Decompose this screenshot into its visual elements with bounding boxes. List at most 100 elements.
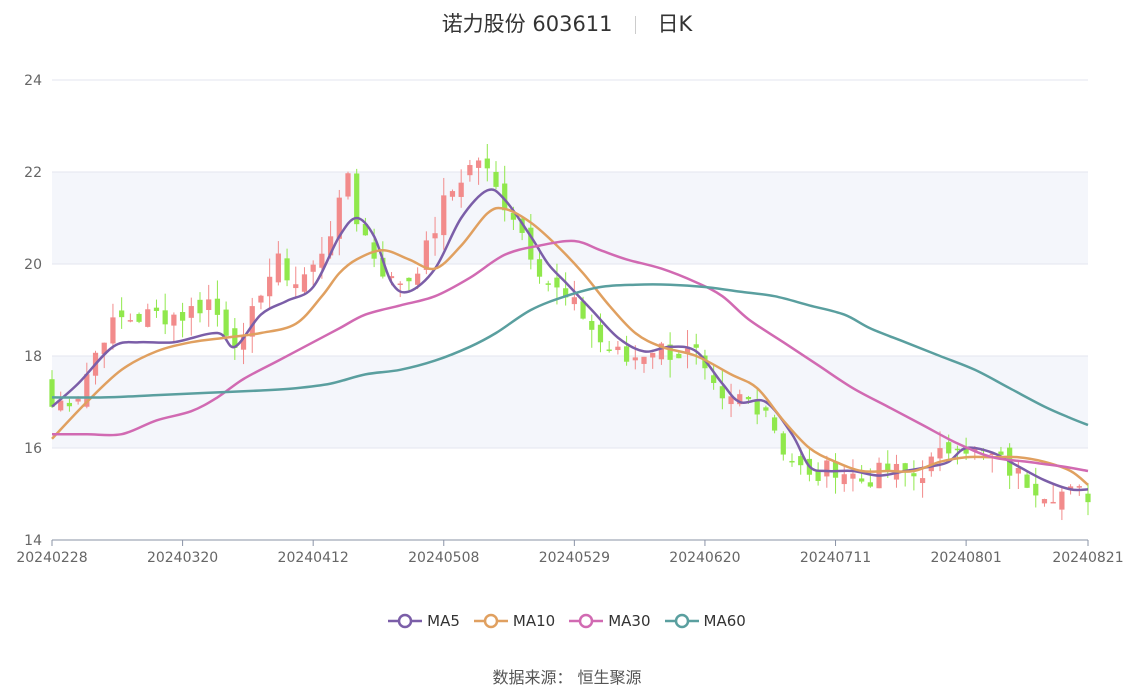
- candle-body: [327, 236, 334, 256]
- candle-body: [902, 463, 908, 473]
- candle-body: [493, 171, 499, 187]
- candle-body: [249, 306, 255, 337]
- candle-body: [510, 212, 517, 220]
- candle-body: [597, 324, 604, 343]
- candle-body: [188, 306, 194, 318]
- candle-body: [127, 320, 133, 322]
- candle-body: [737, 394, 743, 405]
- candle-body: [319, 253, 325, 268]
- candle-body: [815, 470, 821, 481]
- candle-body: [380, 257, 386, 277]
- candle-body: [1033, 483, 1039, 496]
- candle-body: [179, 312, 186, 321]
- candle-body: [963, 448, 969, 454]
- candle-body: [919, 478, 926, 484]
- candle-body: [354, 173, 360, 225]
- candle-body: [719, 386, 725, 399]
- x-tick-label: 20240320: [147, 550, 218, 566]
- candle-body: [650, 352, 656, 358]
- legend-label: MA5: [427, 612, 460, 630]
- candle-body: [859, 478, 865, 482]
- legend-label: MA10: [512, 612, 556, 630]
- candle-body: [1067, 486, 1074, 490]
- candle-body: [206, 299, 212, 311]
- candle-body: [763, 407, 769, 411]
- candle-body: [528, 227, 534, 260]
- candle-body: [658, 343, 665, 360]
- legend-label: MA30: [608, 612, 651, 630]
- candle-body: [728, 396, 734, 405]
- stock-name: 诺力股份 603611: [441, 12, 613, 36]
- candle-body: [798, 456, 804, 466]
- data-source: 数据来源： 恒生聚源: [492, 668, 642, 687]
- candle-body: [110, 317, 116, 344]
- candle-body: [867, 482, 873, 487]
- legend-marker-icon: [388, 613, 423, 629]
- legend-marker-icon: [664, 613, 699, 629]
- candle-body: [1085, 493, 1091, 503]
- x-tick-label: 20240228: [16, 550, 87, 566]
- legend-item-ma5[interactable]: MA5: [388, 612, 460, 630]
- candle-body: [911, 473, 917, 477]
- candle-body: [684, 348, 691, 353]
- legend-marker-icon: [569, 613, 604, 629]
- legend-item-ma10[interactable]: MA10: [473, 612, 556, 630]
- candle-body: [754, 399, 760, 415]
- x-tick-label: 20240801: [930, 550, 1001, 566]
- candle-body: [693, 344, 699, 348]
- candle-body: [162, 310, 168, 325]
- candle-body: [415, 273, 421, 285]
- candle-body: [580, 301, 586, 319]
- candle-body: [780, 433, 786, 455]
- candle-body: [667, 344, 673, 360]
- ma-line-ma60: [51, 283, 1089, 427]
- candle-body: [789, 460, 795, 463]
- candle-body: [641, 356, 647, 364]
- candle-body: [441, 195, 447, 236]
- candle-body: [676, 353, 682, 359]
- candle-body: [954, 448, 961, 451]
- candle-body: [449, 191, 456, 197]
- candle-body: [136, 313, 142, 322]
- candle-body: [771, 417, 778, 431]
- candle-body: [554, 277, 560, 288]
- candle-body: [1041, 499, 1048, 504]
- candle-body: [1024, 474, 1030, 488]
- legend-item-ma60[interactable]: MA60: [664, 612, 746, 630]
- candle-body: [972, 447, 978, 452]
- candle-body: [293, 284, 299, 289]
- x-tick-label: 20240711: [800, 550, 871, 566]
- candle-body: [563, 288, 569, 298]
- candle-body: [519, 218, 525, 233]
- legend-marker-icon: [473, 613, 508, 629]
- candle-body: [49, 379, 55, 407]
- candle-body: [998, 451, 1004, 455]
- ma-line-ma10: [51, 206, 1089, 486]
- candle-body: [75, 398, 81, 402]
- candle-body: [267, 276, 273, 297]
- candle-body: [632, 357, 638, 361]
- candle-body: [571, 297, 577, 305]
- legend-item-ma30[interactable]: MA30: [569, 612, 651, 630]
- legend: MA5 MA10 MA30 MA60: [0, 612, 1134, 633]
- candle-body: [484, 158, 490, 169]
- candle-body: [406, 277, 412, 282]
- candle-body: [145, 309, 151, 327]
- candle-body: [467, 165, 473, 176]
- candle-body: [458, 182, 464, 197]
- candle-body: [197, 299, 203, 314]
- x-tick-label: 20240508: [408, 550, 479, 566]
- candle-body: [606, 349, 612, 352]
- candle-body: [214, 298, 221, 315]
- grid-band: [52, 172, 1088, 264]
- y-tick-label: 20: [24, 257, 42, 273]
- candle-body: [119, 310, 125, 318]
- candle-body: [545, 283, 551, 285]
- candle-body: [397, 283, 403, 286]
- candle-body: [66, 402, 73, 407]
- candle-body: [615, 346, 621, 351]
- candle-body: [58, 400, 64, 411]
- candle-body: [589, 321, 595, 330]
- candlestick-chart: 14 16 18 20 22 24 20240228 20240320 20240412 2024…: [16, 73, 1123, 566]
- candle-body: [475, 160, 482, 168]
